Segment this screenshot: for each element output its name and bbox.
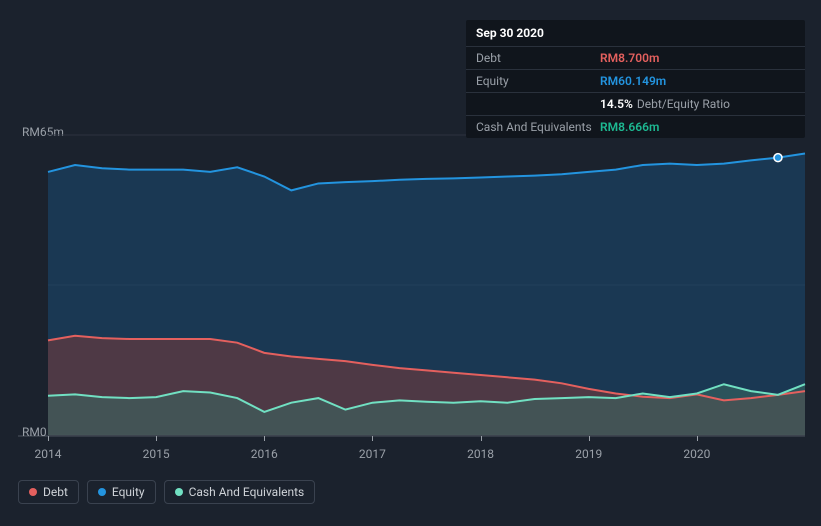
x-axis-tick	[697, 436, 698, 441]
legend-dot-icon	[98, 488, 106, 496]
legend-item-equity[interactable]: Equity	[87, 480, 156, 504]
tooltip-row-value: 14.5%Debt/Equity Ratio	[600, 97, 730, 111]
x-axis-tick	[156, 436, 157, 441]
tooltip-row-value: RM8.666m	[600, 120, 659, 134]
chart-tooltip: Sep 30 2020 DebtRM8.700mEquityRM60.149m1…	[466, 20, 805, 138]
x-axis-label: 2019	[575, 447, 602, 461]
x-axis-tick	[264, 436, 265, 441]
chart-container: Sep 30 2020 DebtRM8.700mEquityRM60.149m1…	[0, 0, 821, 526]
x-axis-tick	[481, 436, 482, 441]
legend-item-debt[interactable]: Debt	[18, 480, 79, 504]
tooltip-row-label: Cash And Equivalents	[476, 120, 600, 134]
x-axis-label: 2020	[683, 447, 710, 461]
tooltip-row: DebtRM8.700m	[466, 47, 805, 70]
tooltip-row: 14.5%Debt/Equity Ratio	[466, 93, 805, 116]
x-axis-tick	[372, 436, 373, 441]
tooltip-row-label	[476, 97, 600, 111]
hover-marker	[774, 154, 782, 162]
x-axis-label: 2016	[251, 447, 278, 461]
legend-item-cash-and-equivalents[interactable]: Cash And Equivalents	[164, 480, 316, 504]
x-axis-label: 2014	[35, 447, 62, 461]
legend-dot-icon	[175, 488, 183, 496]
tooltip-date: Sep 30 2020	[466, 20, 805, 47]
chart-legend: Debt Equity Cash And Equivalents	[18, 480, 315, 504]
x-axis-tick	[48, 436, 49, 441]
tooltip-row-label: Equity	[476, 74, 600, 88]
tooltip-row-value: RM60.149m	[600, 74, 666, 88]
x-axis-tick	[589, 436, 590, 441]
legend-dot-icon	[29, 488, 37, 496]
x-axis-label: 2015	[143, 447, 170, 461]
legend-item-label: Equity	[112, 485, 145, 499]
x-axis-label: 2017	[359, 447, 386, 461]
tooltip-row: EquityRM60.149m	[466, 70, 805, 93]
tooltip-row-value: RM8.700m	[600, 51, 659, 65]
legend-item-label: Debt	[43, 485, 68, 499]
tooltip-row-label: Debt	[476, 51, 600, 65]
legend-item-label: Cash And Equivalents	[189, 485, 305, 499]
tooltip-row: Cash And EquivalentsRM8.666m	[466, 116, 805, 138]
x-axis-label: 2018	[467, 447, 494, 461]
